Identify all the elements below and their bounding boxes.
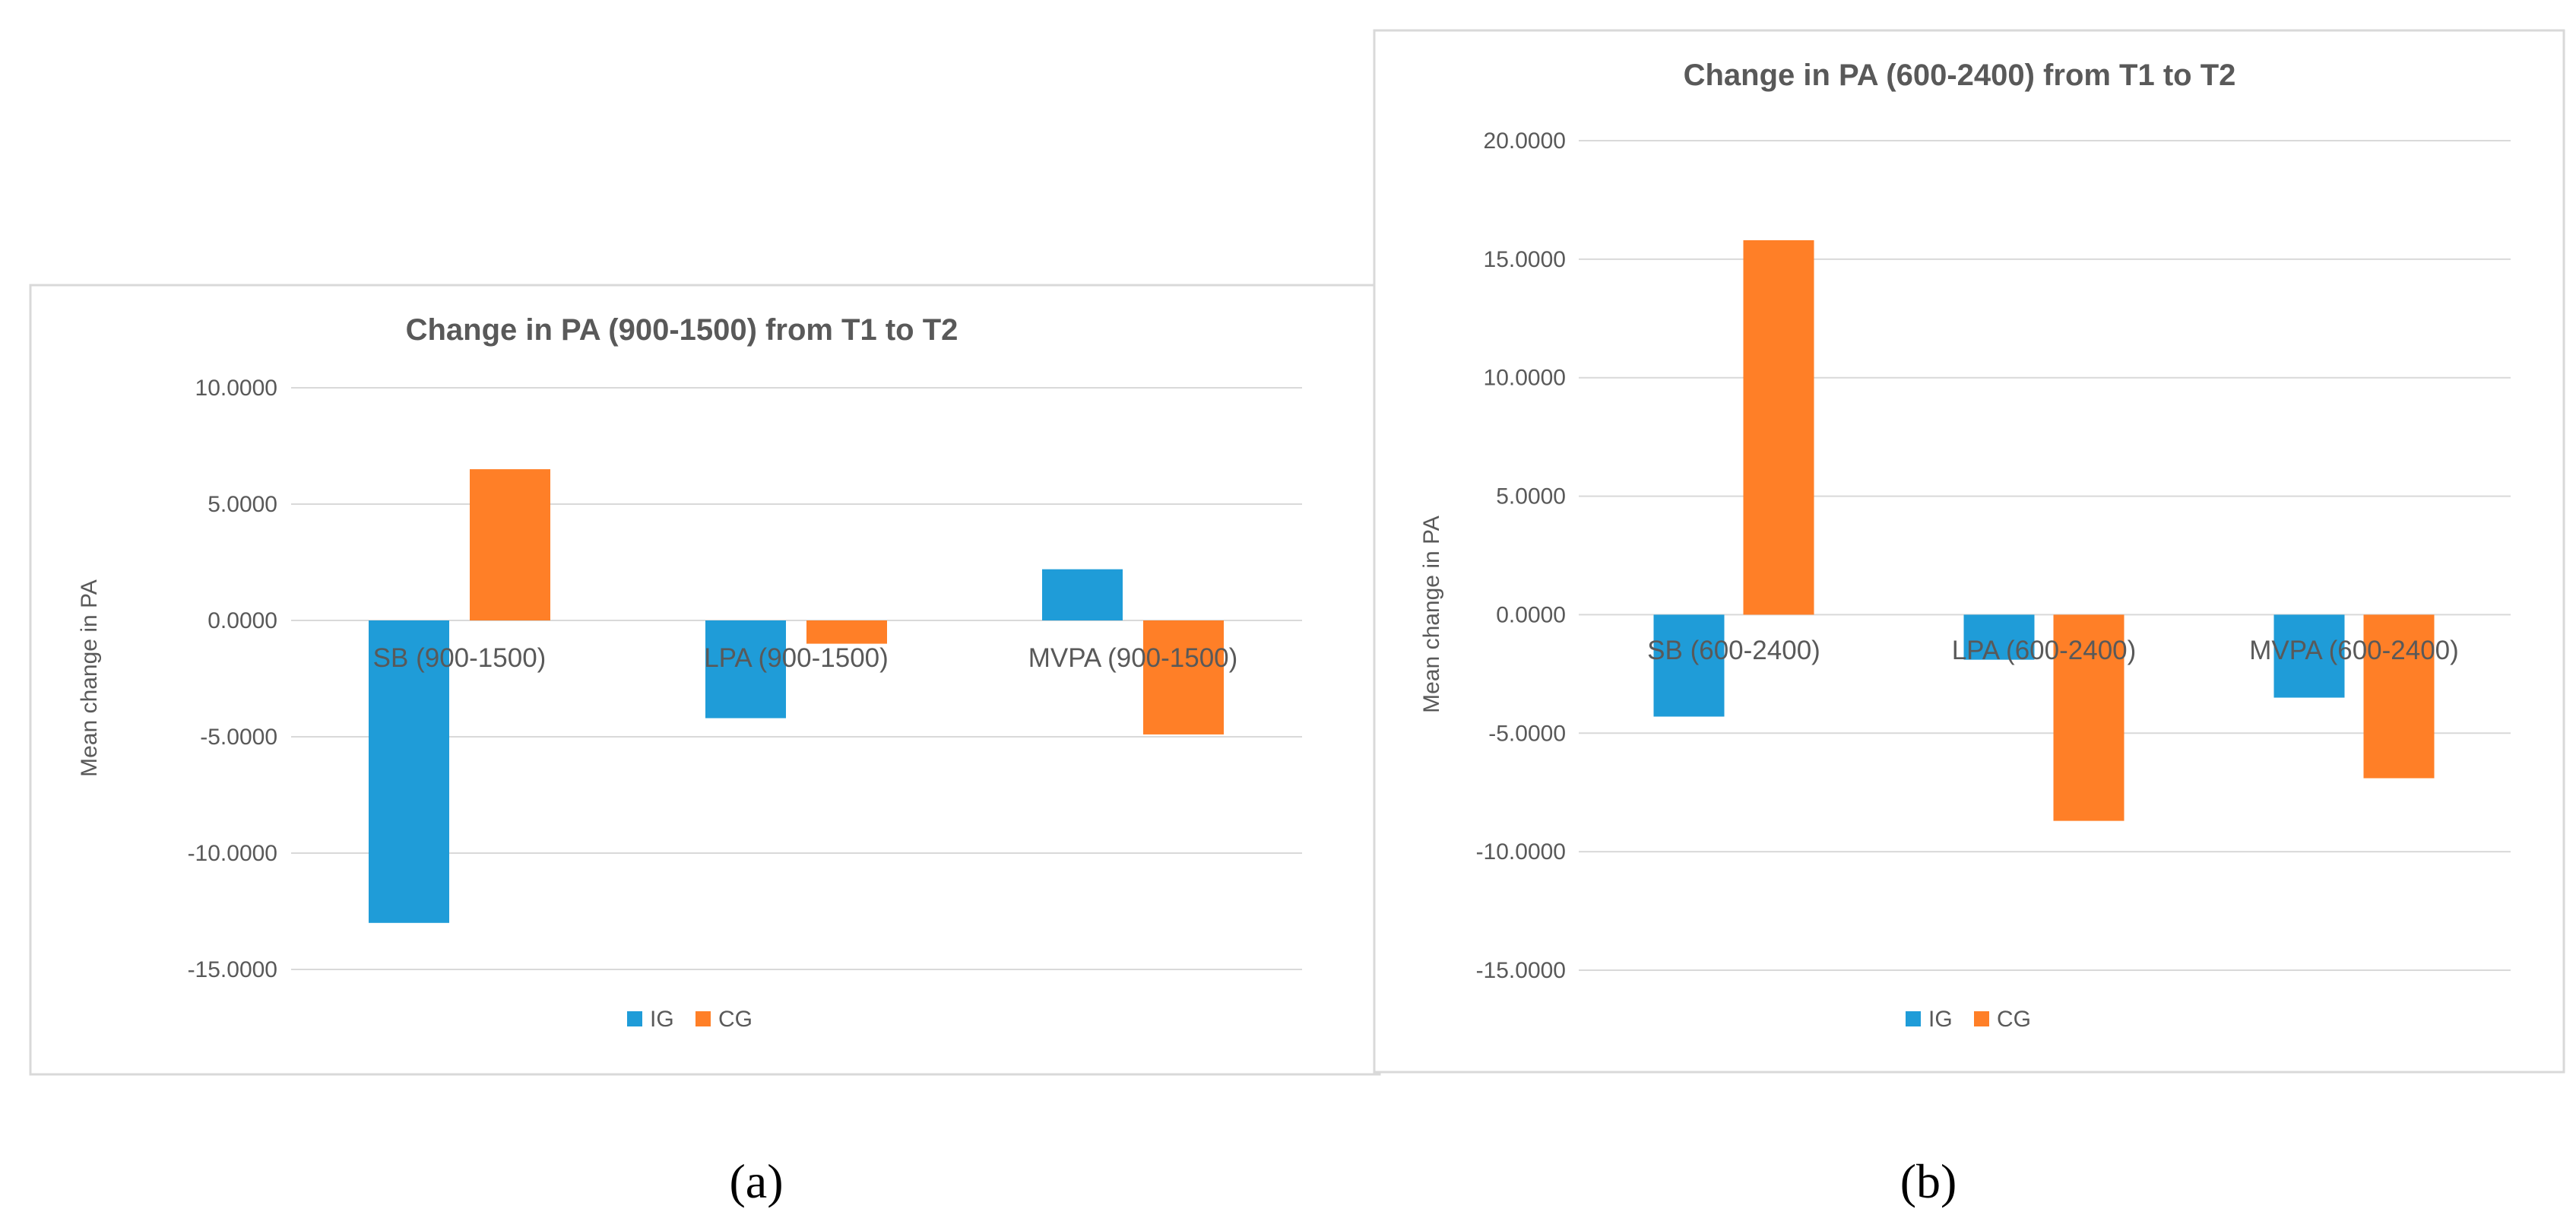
- legend-swatch-cg: [1974, 1011, 1989, 1026]
- legend-label: IG: [1928, 1007, 1953, 1032]
- y-tick-label: 5.0000: [208, 492, 277, 517]
- legend-label: IG: [650, 1007, 674, 1032]
- y-tick-label: 10.0000: [1484, 366, 1566, 391]
- bar-cg: [1143, 620, 1224, 734]
- chart-a: Change in PA (900-1500) from T1 to T2 Me…: [29, 284, 1381, 1076]
- bar-cg: [2363, 614, 2435, 779]
- bar-ig: [705, 620, 786, 719]
- legend-label: CG: [1997, 1007, 2031, 1032]
- y-tick-label: 10.0000: [195, 376, 277, 401]
- bar-ig: [2273, 614, 2345, 698]
- x-category-label: SB (600-2400): [1647, 636, 1820, 665]
- x-category-label: LPA (600-2400): [1952, 636, 2137, 665]
- chart-a-ylabel: Mean change in PA: [77, 579, 102, 777]
- chart-b: Change in PA (600-2400) from T1 to T2 Me…: [1373, 29, 2565, 1074]
- y-tick-label: 0.0000: [1496, 602, 1566, 627]
- chart-b-gridlines: [1579, 140, 2511, 971]
- legend-swatch-ig: [1906, 1011, 1921, 1026]
- bar-cg: [1743, 240, 1814, 615]
- chart-a-title: Change in PA (900-1500) from T1 to T2: [406, 313, 958, 347]
- chart-b-title: Change in PA (600-2400) from T1 to T2: [1684, 59, 2236, 92]
- chart-b-legend: IG CG: [1906, 1007, 2031, 1032]
- bar-ig: [1042, 569, 1123, 620]
- y-tick-label: -5.0000: [1488, 721, 1566, 746]
- bar-cg: [470, 469, 550, 620]
- x-category-label: MVPA (600-2400): [2249, 636, 2459, 665]
- chart-b-bars: [1653, 240, 2435, 821]
- chart-b-category-labels: SB (600-2400) LPA (600-2400) MVPA (600-240…: [1647, 636, 2459, 665]
- x-category-label: MVPA (900-1500): [1028, 643, 1238, 673]
- bar-cg: [2053, 614, 2124, 821]
- chart-a-gridlines: [291, 387, 1302, 970]
- y-tick-label: 0.0000: [208, 608, 277, 633]
- y-tick-label: 5.0000: [1496, 484, 1566, 509]
- legend-label: CG: [718, 1007, 753, 1032]
- chart-a-bars: [369, 469, 1224, 923]
- y-tick-label: 20.0000: [1484, 128, 1566, 154]
- chart-b-y-ticks: 20.0000 15.0000 10.0000 5.0000 0.0000 -5.0000…: [1476, 128, 1566, 983]
- bar-ig: [369, 620, 449, 923]
- y-tick-label: -5.0000: [200, 725, 277, 750]
- y-tick-label: -10.0000: [1476, 839, 1566, 865]
- y-tick-label: -15.0000: [188, 957, 277, 982]
- bar-ig: [1653, 614, 1725, 717]
- chart-a-legend: IG CG: [627, 1007, 753, 1032]
- bar-ig: [1963, 614, 2035, 660]
- bar-cg: [806, 620, 887, 644]
- caption-b: (b): [1900, 1154, 1957, 1208]
- x-category-label: SB (900-1500): [373, 643, 547, 673]
- chart-a-y-ticks: 10.0000 5.0000 0.0000 -5.0000 -10.0000 -15.00…: [188, 376, 277, 982]
- caption-a: (a): [729, 1154, 783, 1208]
- y-tick-label: 15.0000: [1484, 247, 1566, 272]
- legend-swatch-cg: [695, 1011, 711, 1026]
- y-tick-label: -10.0000: [188, 841, 277, 866]
- x-category-label: LPA (900-1500): [704, 643, 889, 673]
- chart-a-category-labels: SB (900-1500) LPA (900-1500) MVPA (900-150…: [373, 643, 1238, 673]
- chart-b-frame: [1373, 29, 2565, 1074]
- chart-b-ylabel: Mean change in PA: [1419, 516, 1444, 713]
- legend-swatch-ig: [627, 1011, 642, 1026]
- y-tick-label: -15.0000: [1476, 958, 1566, 983]
